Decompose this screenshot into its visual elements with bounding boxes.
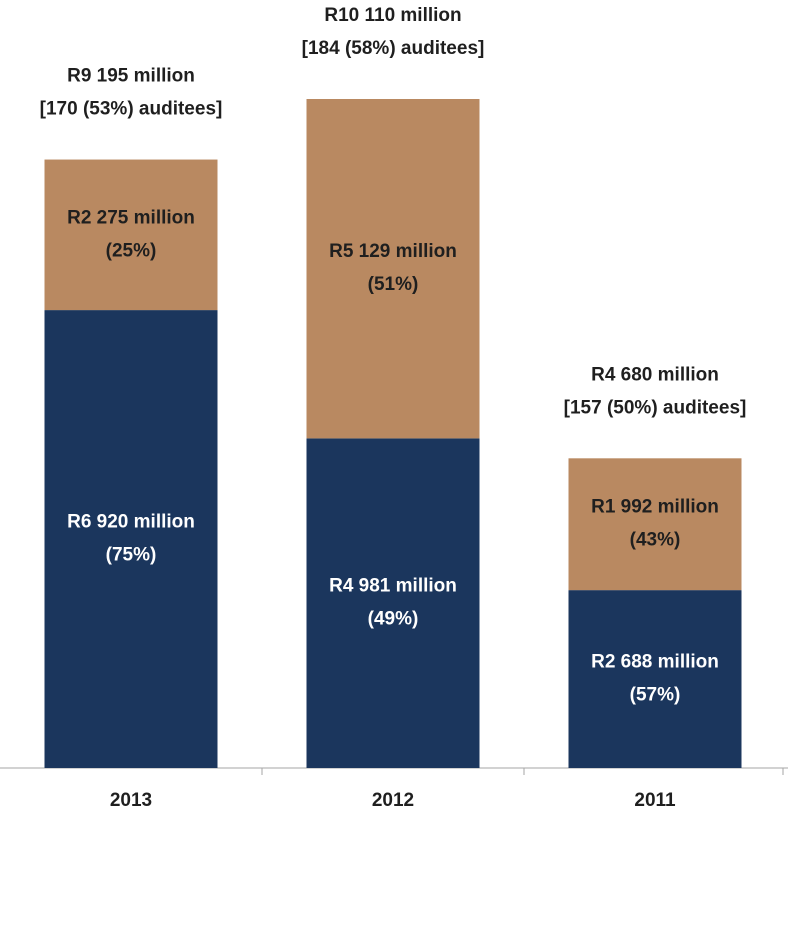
total-annotation: [157 (50%) auditees]	[564, 397, 747, 418]
bar-segment	[306, 438, 480, 768]
value-label: R6 920 million	[67, 512, 195, 533]
x-tick-label: 2013	[110, 790, 152, 811]
value-label: (57%)	[630, 685, 681, 706]
value-label: R5 129 million	[329, 241, 457, 262]
x-tick-label: 2012	[372, 790, 414, 811]
value-label: (49%)	[368, 609, 419, 630]
value-label: (25%)	[106, 240, 157, 261]
bar-segment	[306, 99, 480, 439]
value-label: (43%)	[630, 530, 681, 551]
total-annotation: R4 680 million	[591, 364, 719, 385]
value-label: R4 981 million	[329, 576, 457, 597]
bar-segment	[44, 310, 218, 768]
bar-segment	[568, 590, 742, 768]
value-label: (75%)	[106, 545, 157, 566]
bar-segment	[568, 458, 742, 591]
total-annotation: [184 (58%) auditees]	[302, 38, 485, 59]
x-tick-label: 2011	[634, 790, 676, 811]
value-label: R1 992 million	[591, 497, 719, 518]
bar-segment	[44, 159, 218, 311]
value-label: R2 688 million	[591, 652, 719, 673]
total-annotation: [170 (53%) auditees]	[40, 99, 223, 120]
total-annotation: R9 195 million	[67, 66, 195, 87]
value-label: R2 275 million	[67, 207, 195, 228]
value-label: (51%)	[368, 274, 419, 295]
total-annotation: R10 110 million	[324, 5, 461, 26]
